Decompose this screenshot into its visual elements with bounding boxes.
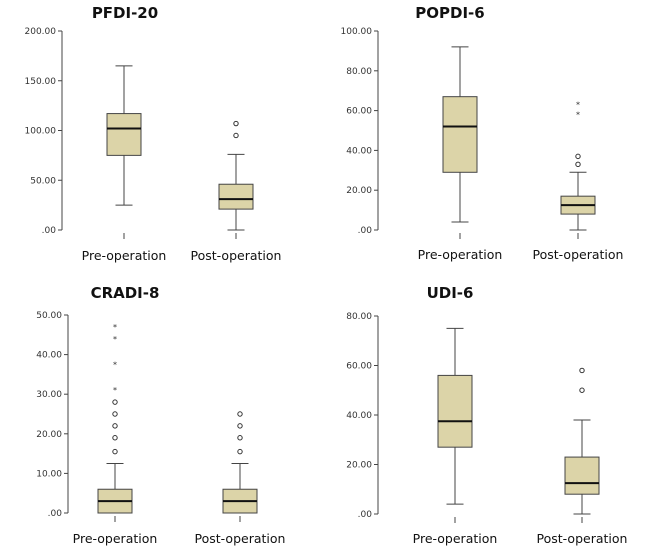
outlier-point — [233, 132, 239, 139]
category-label: Post-operation — [537, 531, 628, 546]
category-label: Pre-operation — [413, 531, 498, 546]
iqr-box — [437, 374, 473, 448]
y-tick-label: 20.00 — [36, 430, 62, 440]
y-tick-label: 100.00 — [25, 127, 57, 137]
y-tick-label: .00 — [358, 226, 373, 236]
y-tick-label: 40.00 — [36, 351, 62, 361]
y-tick-label: 30.00 — [36, 390, 62, 400]
outlier-point — [112, 423, 118, 429]
category-label: Post-operation — [533, 247, 624, 262]
extreme-point: * — [113, 361, 117, 370]
extreme-point: * — [113, 323, 117, 332]
y-tick-label: 20.00 — [346, 461, 372, 471]
extreme-point: * — [113, 386, 117, 395]
category-label: Post-operation — [191, 248, 282, 263]
y-tick-label: 80.00 — [346, 67, 372, 77]
outlier-point — [575, 161, 581, 168]
outlier-point — [579, 387, 585, 393]
iqr-box — [106, 113, 142, 156]
outlier-point — [112, 435, 118, 441]
y-tick-label: .00 — [48, 509, 63, 519]
pfdi-20-chart: PFDI-20 .00 50.00 100.00 150.00 200.00 Pre-ope… — [25, 4, 282, 263]
outlier-point — [237, 435, 243, 441]
outlier-point — [112, 399, 118, 405]
cradi-8-chart: CRADI-8 .00 10.00 20.00 30.00 40.00 50.00 * * * * P… — [36, 284, 286, 546]
outlier-point — [233, 120, 239, 127]
outlier-point — [112, 411, 118, 417]
outlier-point — [237, 423, 243, 429]
category-label: Pre-operation — [82, 248, 167, 263]
y-tick-label: 50.00 — [36, 311, 62, 321]
y-tick-label: 10.00 — [36, 469, 62, 479]
y-tick-label: .00 — [42, 226, 57, 236]
y-tick-label: 40.00 — [346, 146, 372, 156]
udi-6-chart: UDI-6 .00 20.00 40.00 60.00 80.00 Pre-operatio… — [346, 284, 628, 546]
outlier-point — [237, 411, 243, 417]
chart-title: CRADI-8 — [91, 284, 160, 302]
category-label: Pre-operation — [73, 531, 158, 546]
category-label: Pre-operation — [418, 247, 503, 262]
outlier-point — [237, 448, 243, 455]
chart-title: POPDI-6 — [415, 4, 484, 22]
chart-title: UDI-6 — [427, 284, 474, 302]
extreme-point: * — [576, 101, 580, 110]
outlier-point — [112, 448, 118, 455]
iqr-box — [442, 96, 478, 173]
extreme-point: * — [113, 335, 117, 344]
category-label: Post-operation — [195, 531, 286, 546]
outlier-point — [579, 367, 585, 374]
y-tick-label: 100.00 — [341, 27, 373, 37]
iqr-box — [564, 456, 600, 495]
chart-title: PFDI-20 — [92, 4, 158, 22]
y-tick-label: 80.00 — [346, 312, 372, 322]
y-tick-label: 60.00 — [346, 362, 372, 372]
outlier-point — [575, 153, 581, 160]
popdi-6-chart: POPDI-6 .00 20.00 40.00 60.00 80.00 100.00 Pre-… — [341, 4, 624, 262]
extreme-point: * — [576, 111, 580, 120]
y-tick-label: 20.00 — [346, 186, 372, 196]
y-tick-label: 200.00 — [25, 27, 57, 37]
y-tick-label: 60.00 — [346, 107, 372, 117]
y-tick-label: 50.00 — [30, 176, 56, 186]
iqr-box — [218, 183, 254, 210]
y-tick-label: .00 — [358, 510, 373, 520]
y-tick-label: 150.00 — [25, 77, 57, 87]
y-tick-label: 40.00 — [346, 411, 372, 421]
